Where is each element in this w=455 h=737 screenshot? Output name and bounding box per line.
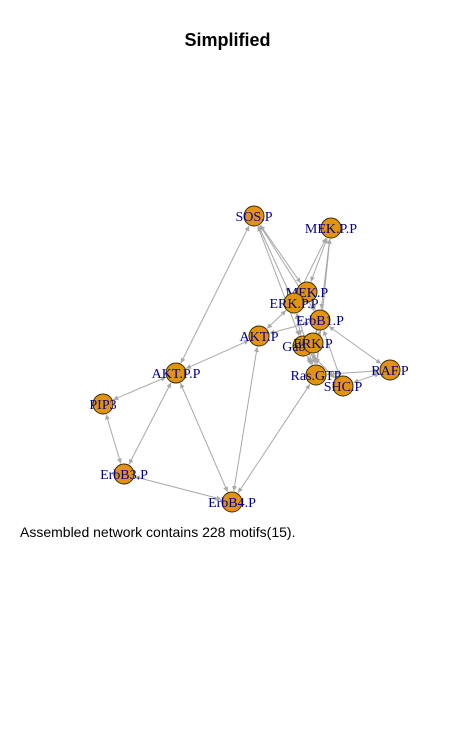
node-label: RAF.P [371,364,409,379]
node-label: AKT.P [239,330,278,345]
node-label: ErbB3.P [100,468,148,483]
edge-akt-p-p-erbb3-p [129,383,171,464]
node-sos-p: SOS.P [236,206,273,226]
node-layer: SOS.PMEK.P.PMEK.PERK.P.PErbB1.PAKT.PGab1… [89,206,409,512]
node-label: ERK.P [293,337,333,352]
node-akt-p: AKT.P [239,326,278,346]
node-label: ERK.P.P [269,297,318,312]
node-erbb4-p: ErbB4.P [208,492,256,512]
node-label: AKT.P.P [152,367,201,382]
network-caption: Assembled network contains 228 motifs(15… [20,524,295,540]
node-label: SHC.P [324,380,363,395]
edge-sos-p-gab1-p [258,226,299,335]
node-label: ErbB4.P [208,496,256,511]
node-pip3: PIP3 [89,394,116,414]
node-akt-p-p: AKT.P.P [152,363,201,383]
edge-erk-p-ras-gtp [314,354,315,364]
edge-pip3-erbb3-p [106,415,121,464]
node-label: PIP3 [89,398,116,413]
edge-erk-p-erbb1-p [316,331,317,333]
node-label: ErbB1.P [296,314,344,329]
edge-akt-p-p-erbb4-p [180,383,227,492]
node-mek-p-p: MEK.P.P [305,218,357,238]
edge-raf-p-erbb1-p [329,326,381,363]
node-erbb3-p: ErbB3.P [100,464,148,484]
edge-akt-p-erk-p-p [267,311,286,329]
node-erk-p: ERK.P [293,333,333,353]
edge-mek-p-p-mek-p [311,238,327,281]
node-raf-p: RAF.P [371,360,409,380]
node-erbb1-p: ErbB1.P [296,310,344,330]
node-label: MEK.P.P [305,222,357,237]
node-label: SOS.P [236,210,273,225]
edge-layer [106,225,381,499]
